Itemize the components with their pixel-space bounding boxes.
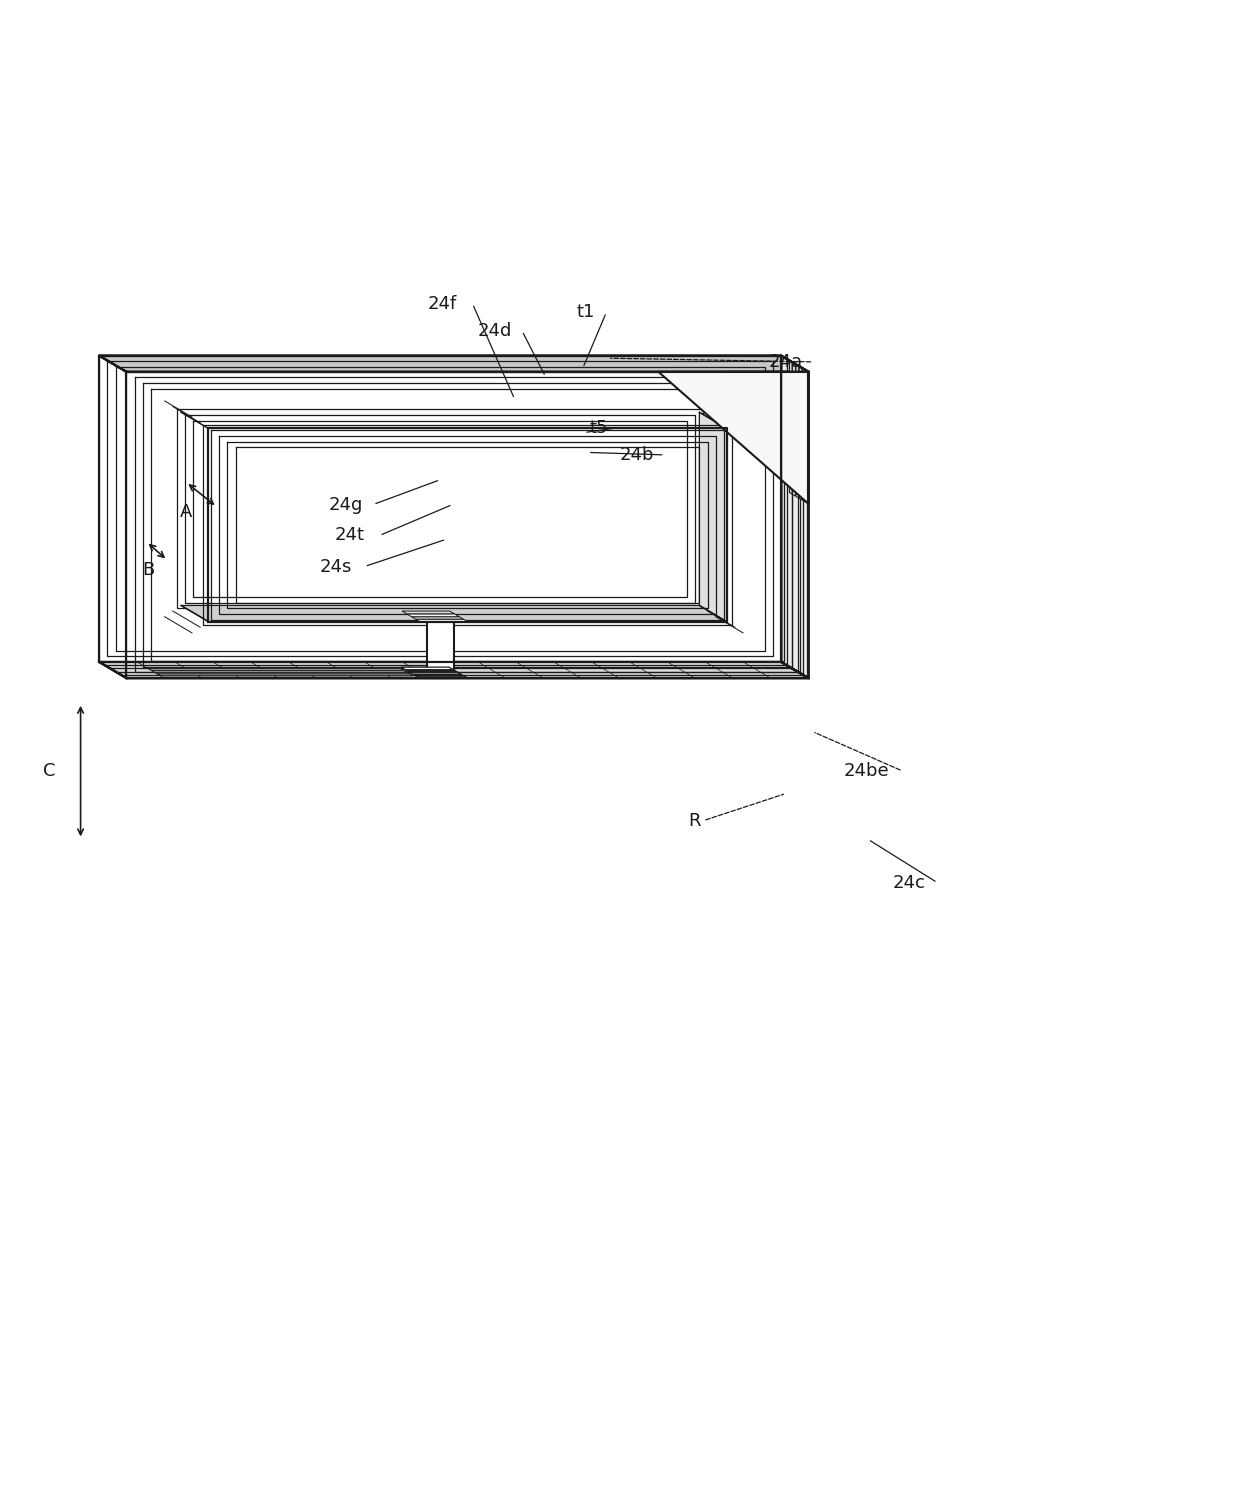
Polygon shape [126,372,808,679]
Polygon shape [405,670,458,671]
Text: t5: t5 [589,418,608,436]
Text: A: A [180,503,192,521]
Polygon shape [415,676,467,679]
Polygon shape [99,355,781,662]
Text: 24a: 24a [769,352,804,370]
Polygon shape [99,662,808,679]
Polygon shape [415,619,467,622]
Polygon shape [148,668,404,670]
Text: 24d: 24d [477,322,512,340]
Text: 24s: 24s [320,557,352,575]
Polygon shape [402,667,454,670]
Text: B: B [143,561,155,579]
Polygon shape [407,614,459,617]
Text: 24f: 24f [428,295,458,313]
Text: 24b: 24b [620,445,655,464]
Text: 24c: 24c [893,874,926,891]
Polygon shape [806,370,808,504]
Polygon shape [800,366,802,500]
Polygon shape [427,622,454,679]
Polygon shape [151,670,407,673]
Polygon shape [157,674,413,676]
Polygon shape [796,364,799,498]
Polygon shape [727,372,808,432]
Polygon shape [699,412,727,622]
Text: 24be: 24be [843,762,889,780]
Polygon shape [802,369,805,501]
Text: 24g: 24g [329,495,363,513]
Polygon shape [792,363,795,497]
Polygon shape [409,671,461,674]
Polygon shape [790,361,792,494]
Polygon shape [658,372,808,504]
Polygon shape [402,611,454,614]
Text: C: C [43,762,56,780]
Text: t1: t1 [577,304,595,321]
Text: R: R [688,811,701,829]
Polygon shape [790,361,808,504]
Polygon shape [412,617,464,619]
Polygon shape [781,355,808,679]
Polygon shape [181,605,727,622]
Polygon shape [99,355,808,372]
Polygon shape [155,673,409,674]
Polygon shape [413,674,464,676]
Polygon shape [208,429,727,622]
Text: 24t: 24t [335,527,365,545]
